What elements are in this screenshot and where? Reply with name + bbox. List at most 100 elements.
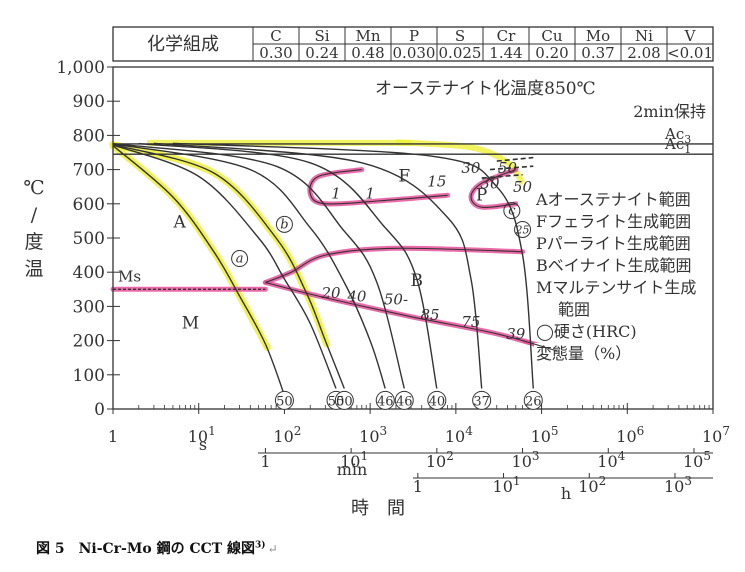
transformation-amount: 1 — [365, 185, 375, 203]
composition-header-label: 化学組成 — [147, 34, 219, 55]
transformation-amount: 15 — [427, 173, 446, 191]
dashed-extension — [489, 165, 534, 171]
hardness-value: 40 — [429, 394, 446, 409]
transformation-amount: 40 — [346, 287, 367, 305]
transformation-amount: 1 — [331, 185, 341, 203]
curve-layer — [112, 142, 713, 410]
element-symbol: C — [270, 27, 281, 45]
text-layer: 化学組成 C0.30Si0.24Mn0.48P0.030S0.025Cr1.44C… — [23, 27, 730, 519]
transformation-amount: 39 — [506, 325, 526, 343]
legend-backdrop — [534, 343, 640, 363]
element-symbol: Mo — [586, 27, 610, 45]
y-axis-title-char: ℃ — [23, 177, 44, 199]
y-axis-title-char: 度 — [24, 231, 43, 253]
hardness-marker — [334, 390, 354, 410]
element-value: 0.48 — [351, 44, 384, 62]
x-axis-h-tick-label: 103 — [664, 474, 692, 496]
y-tick-label: 600 — [73, 195, 105, 215]
x-axis-unit-s: s — [199, 435, 207, 454]
y-tick-label: 200 — [73, 332, 105, 352]
transformation-amount: 50 — [498, 159, 518, 177]
legend-backdrop — [534, 321, 674, 341]
element-symbol: Si — [314, 27, 329, 45]
y-tick-label: 700 — [73, 161, 105, 181]
region-label-a: A — [173, 213, 187, 233]
legend-backdrop — [534, 189, 708, 209]
y-tick-label: 300 — [73, 297, 105, 317]
cooling-curve — [138, 142, 438, 389]
bainite-start-line — [265, 247, 523, 284]
element-symbol: Ni — [635, 27, 653, 45]
x-axis-unit-min: min — [337, 460, 368, 479]
caption-reference: 3) — [255, 540, 266, 551]
return-mark: ↵ — [267, 542, 278, 556]
element-symbol: Mn — [355, 27, 380, 45]
austenitizing-text: オーステナイト化温度850℃ — [375, 79, 596, 99]
cooling-curve — [112, 145, 286, 396]
element-value: 0.030 — [393, 44, 436, 62]
element-value: 0.025 — [439, 44, 482, 62]
y-tick-label: 100 — [73, 366, 105, 386]
x-axis-s-tick-label: 106 — [616, 424, 644, 446]
caption-text: 図 5 Ni-Cr-Mo 鋼の CCT 線図 — [36, 541, 256, 557]
element-symbol: V — [684, 27, 697, 45]
y-tick-label: 800 — [73, 126, 105, 146]
bainite-finish-line — [265, 281, 557, 352]
element-value: 2.08 — [627, 44, 660, 62]
hardness-value: 50 — [336, 394, 353, 409]
legend-entry: ◯硬さ(HRC) — [536, 322, 637, 341]
x-axis-s-tick-label: 104 — [445, 424, 473, 446]
grid-layer — [107, 26, 714, 479]
element-symbol: P — [409, 27, 419, 45]
y-tick-label: 400 — [73, 263, 105, 283]
element-value: 0.24 — [305, 44, 338, 62]
curve-marker — [231, 250, 249, 268]
dashed-extension — [496, 156, 534, 162]
curve-marker — [514, 220, 532, 238]
austenitizing-backdrop — [372, 76, 640, 100]
x-axis-min-tick-label: 102 — [426, 449, 454, 471]
region-label-m: M — [182, 314, 199, 334]
hardness-marker — [394, 390, 414, 410]
element-value: 1.44 — [489, 44, 522, 62]
curve-marker-label: 25 — [515, 223, 530, 236]
cooling-curve — [172, 142, 534, 389]
legend-entry: Aオーステナイト範囲 — [535, 190, 691, 209]
legend-entry: 範囲 — [558, 300, 590, 319]
cooling-curve — [153, 142, 483, 389]
hardness-marker — [523, 390, 543, 410]
x-axis-s-tick-label: 105 — [531, 424, 559, 446]
region-label-p: P — [476, 185, 487, 205]
ms-label: Ms — [118, 267, 141, 285]
hardness-marker — [375, 390, 395, 410]
legend-entry: Fフェライト生成範囲 — [536, 212, 691, 231]
x-axis-s-tick-label: 107 — [702, 424, 730, 446]
region-label-b: B — [411, 271, 424, 291]
hardness-marker — [427, 390, 447, 410]
y-tick-label: 1,000 — [56, 58, 105, 78]
x-axis-s-tick-label: 103 — [359, 424, 387, 446]
legend-entry: Mマルテンサイト生成 — [536, 278, 696, 297]
element-symbol: Cr — [497, 27, 516, 45]
ac1-label: Ac1 — [664, 135, 691, 156]
cooling-curve — [112, 143, 345, 389]
curve-marker-label: b — [280, 217, 288, 232]
x-axis-unit-h: h — [561, 484, 571, 503]
x-axis-min-tick-label: 101 — [340, 449, 368, 471]
element-symbol: Cu — [541, 27, 562, 45]
x-axis-h-tick-label: 101 — [493, 474, 521, 496]
x-axis-s-tick-label: 102 — [273, 424, 301, 446]
cooling-curve — [112, 144, 337, 389]
curve-marker-label: a — [236, 252, 244, 267]
y-tick-label: 0 — [94, 400, 105, 420]
hardness-value: 26 — [525, 394, 542, 409]
y-axis-title-char: 温 — [24, 258, 43, 280]
transformation-amount: 30 — [461, 159, 481, 177]
transformation-amount: 50 — [513, 178, 533, 196]
y-tick-label: 500 — [73, 229, 105, 249]
legend-entry: 変態量（%） — [536, 344, 631, 363]
x-axis-min-tick-label: 1 — [260, 452, 270, 471]
dashed-extension — [481, 173, 523, 179]
hardness-value: 50 — [276, 394, 293, 409]
